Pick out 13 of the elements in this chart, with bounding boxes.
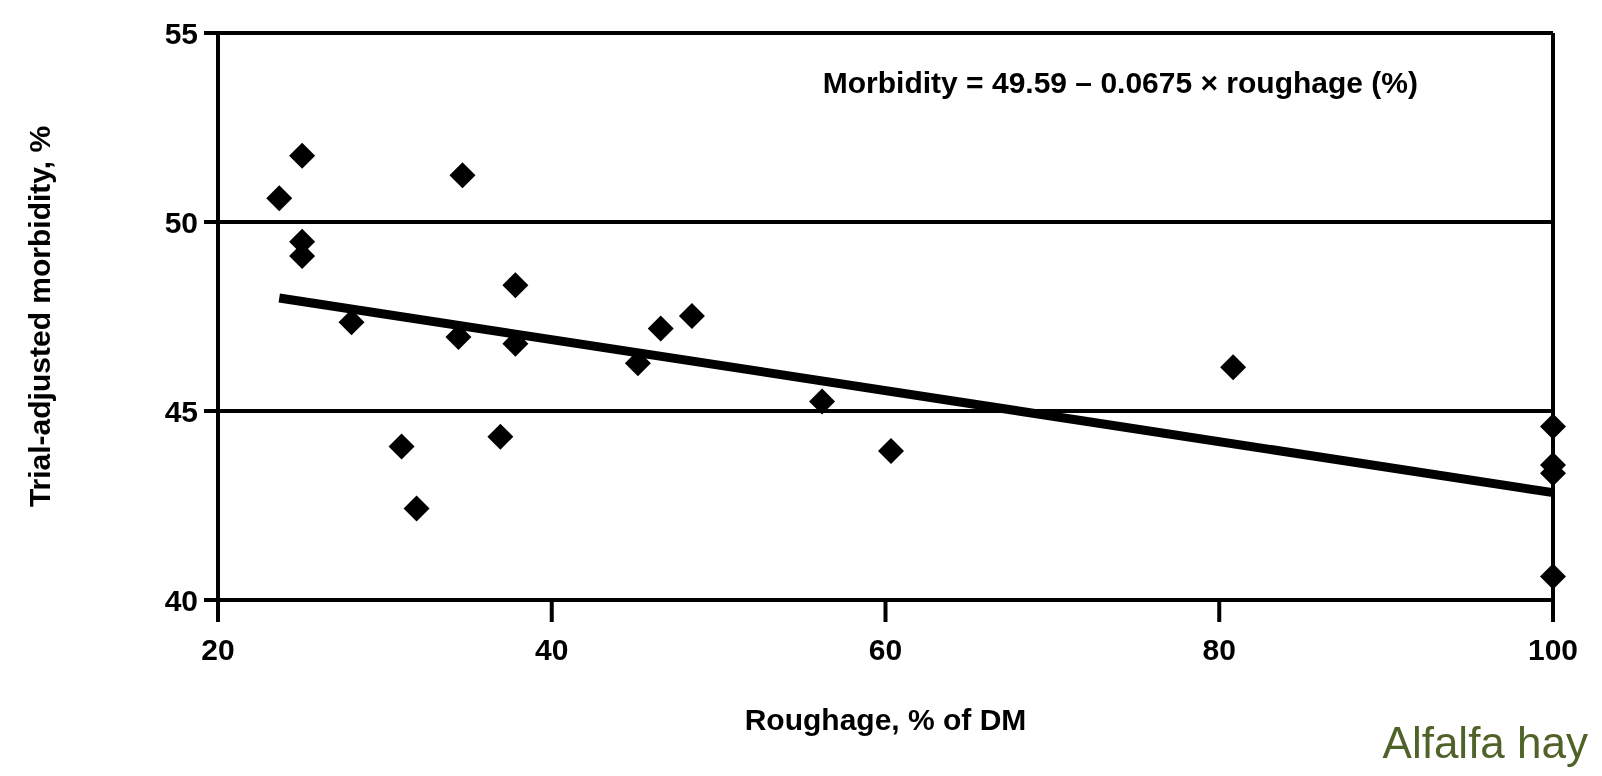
x-tick-label: 80 — [1202, 633, 1236, 666]
y-tick-label: 55 — [164, 16, 198, 50]
text: Alfalfa hay — [1382, 718, 1588, 767]
annotation: Morbidity = 49.59 – 0.0675 × roughage (%) — [822, 66, 1418, 99]
x-tick-label: 100 — [1527, 633, 1579, 666]
y-tick-label: 50 — [164, 205, 198, 239]
y-tick-label: 45 — [164, 394, 198, 428]
y-axis-title: Trial-adjusted morbidity, % — [23, 125, 56, 508]
x-tick-label: 40 — [535, 633, 569, 666]
y-tick-label: 40 — [164, 583, 198, 617]
x-tick-label: 20 — [201, 633, 235, 666]
x-axis-title: Roughage, % of DM — [744, 703, 1027, 736]
x-tick-label: 60 — [868, 633, 903, 666]
